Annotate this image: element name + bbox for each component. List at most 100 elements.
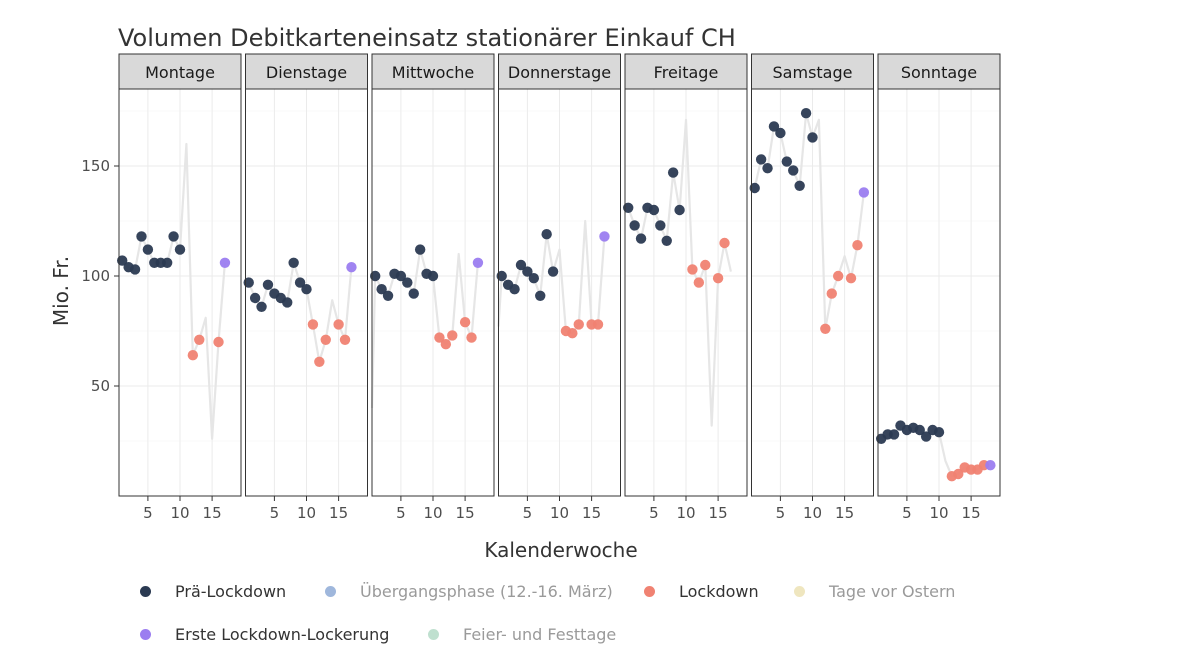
y-tick-label: 150 <box>81 157 110 175</box>
legend-item: Feier- und Festtage <box>428 625 616 644</box>
legend-item: Erste Lockdown-Lockerung <box>140 625 389 644</box>
data-point <box>762 163 773 174</box>
data-point <box>339 334 351 345</box>
data-point <box>187 350 199 361</box>
data-point <box>346 262 357 273</box>
x-tick-label: 15 <box>456 504 475 522</box>
x-tick-label: 10 <box>423 504 442 522</box>
data-point <box>674 204 685 216</box>
data-point <box>117 255 128 266</box>
legend-label: Feier- und Festtage <box>463 625 617 644</box>
facet-strip <box>877 53 1001 90</box>
x-tick-label: 5 <box>523 504 533 522</box>
data-point <box>307 319 319 330</box>
data-point <box>661 235 672 246</box>
data-point <box>376 284 387 295</box>
data-point <box>402 277 413 288</box>
facet-panel-2: Mittwoche 5 10 15 <box>370 53 495 522</box>
x-tick-label: 15 <box>709 504 728 522</box>
x-tick-label: 5 <box>902 504 912 522</box>
facet-strip <box>751 53 874 90</box>
legend-item: Lockdown <box>644 582 759 601</box>
x-tick-label: 5 <box>396 504 406 522</box>
data-point <box>262 279 274 290</box>
y-tick-label: 100 <box>81 267 110 285</box>
data-point <box>573 319 584 330</box>
x-tick-label: 10 <box>676 504 695 522</box>
facet-panel-5: Samstage 5 10 15 <box>749 53 874 522</box>
legend-label: Prä-Lockdown <box>175 582 287 601</box>
data-point <box>535 290 546 301</box>
x-tick-label: 5 <box>270 504 280 522</box>
data-point <box>800 108 812 119</box>
data-point <box>719 237 730 249</box>
data-point <box>592 319 604 330</box>
data-point <box>447 330 458 341</box>
data-point <box>427 270 439 282</box>
data-point <box>459 317 471 328</box>
data-point <box>920 431 932 442</box>
facet-strip <box>498 53 621 90</box>
data-point <box>509 284 520 295</box>
legend-marker <box>325 586 336 597</box>
x-tick-label: 10 <box>550 504 569 522</box>
legend-item: Prä-Lockdown <box>140 582 286 601</box>
data-point <box>382 290 394 301</box>
data-point <box>294 277 306 288</box>
data-point <box>788 165 799 176</box>
facet-panel-0: Montage 5 10 15 <box>117 53 242 522</box>
data-point <box>826 288 837 299</box>
y-axis-label: Mio. Fr. <box>49 256 73 326</box>
data-point <box>781 156 793 167</box>
x-tick-label: 10 <box>803 504 822 522</box>
data-point <box>194 334 205 345</box>
legend-label: Lockdown <box>679 582 759 601</box>
data-point <box>547 266 559 277</box>
data-point <box>687 264 698 275</box>
data-point <box>541 229 552 240</box>
data-point <box>567 328 578 339</box>
facet-strip-label: Donnerstage <box>508 63 611 82</box>
data-point <box>314 356 325 367</box>
legend-item: Übergangsphase (12.-16. März) <box>325 582 613 601</box>
x-tick-label: 5 <box>776 504 786 522</box>
data-point <box>320 334 331 345</box>
data-point <box>985 460 996 471</box>
data-point <box>712 273 724 284</box>
data-point <box>667 167 679 178</box>
data-point <box>914 424 925 436</box>
trend-line <box>753 112 865 330</box>
data-point <box>472 257 484 268</box>
legend-marker <box>140 586 151 597</box>
x-tick-label: 15 <box>835 504 854 522</box>
data-point <box>466 332 477 343</box>
data-point <box>933 427 945 438</box>
data-point <box>256 301 267 312</box>
data-point <box>599 231 610 242</box>
facet-panel-4: Freitage 5 10 15 <box>623 53 748 522</box>
data-point <box>249 292 261 304</box>
data-point <box>845 273 857 284</box>
legend-marker <box>644 586 655 597</box>
x-tick-label: 10 <box>170 504 189 522</box>
data-point <box>174 244 186 255</box>
data-point <box>168 231 179 242</box>
legend-marker <box>794 586 805 597</box>
legend-label: Erste Lockdown-Lockerung <box>175 625 390 644</box>
data-point <box>515 259 527 271</box>
legend-item: Tage vor Ostern <box>794 582 955 601</box>
data-point <box>755 154 767 165</box>
data-point <box>288 257 299 268</box>
x-tick-label: 15 <box>203 504 222 522</box>
facet-strip-label: Sonntage <box>901 63 977 82</box>
y-tick-label: 50 <box>91 377 110 395</box>
data-point <box>629 220 640 231</box>
x-tick-label: 15 <box>962 504 981 522</box>
data-point <box>775 127 786 139</box>
x-tick-label: 10 <box>929 504 948 522</box>
data-point <box>820 323 831 334</box>
facet-panel-1: Dienstage 5 10 15 <box>243 53 368 522</box>
data-point <box>953 468 964 480</box>
